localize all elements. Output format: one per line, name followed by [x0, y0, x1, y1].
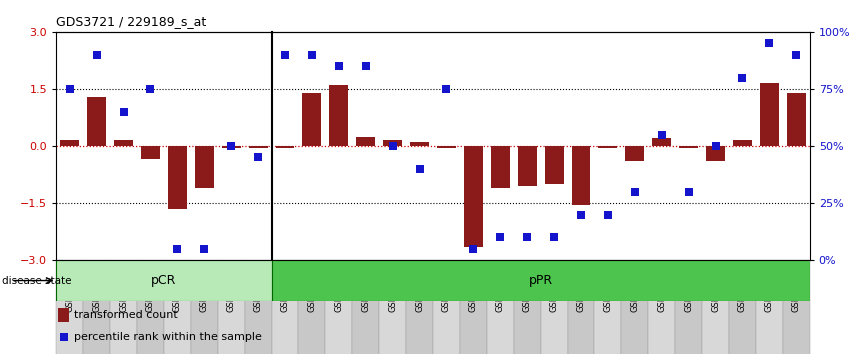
- FancyBboxPatch shape: [540, 260, 567, 354]
- Point: [117, 109, 131, 115]
- Point: [494, 234, 507, 240]
- Point: [224, 143, 238, 149]
- Point: [305, 52, 319, 57]
- FancyBboxPatch shape: [299, 260, 326, 354]
- Bar: [464, 146, 482, 247]
- Bar: [760, 83, 779, 146]
- Bar: [545, 146, 564, 184]
- FancyBboxPatch shape: [594, 260, 622, 354]
- FancyBboxPatch shape: [164, 260, 191, 354]
- Bar: [598, 146, 617, 148]
- FancyBboxPatch shape: [649, 260, 675, 354]
- Bar: [114, 140, 133, 146]
- Point: [440, 86, 454, 92]
- Point: [359, 63, 372, 69]
- Point: [197, 246, 211, 252]
- FancyBboxPatch shape: [756, 260, 783, 354]
- FancyBboxPatch shape: [460, 260, 487, 354]
- Bar: [302, 93, 321, 146]
- Bar: [652, 138, 671, 146]
- FancyBboxPatch shape: [137, 260, 164, 354]
- Bar: [679, 146, 698, 148]
- Bar: [437, 146, 456, 148]
- Text: transformed count: transformed count: [74, 310, 178, 320]
- Point: [520, 234, 534, 240]
- Point: [601, 212, 615, 217]
- Bar: [141, 146, 160, 159]
- Point: [332, 63, 346, 69]
- Bar: [275, 146, 294, 148]
- Text: pPR: pPR: [528, 274, 553, 287]
- FancyBboxPatch shape: [191, 260, 217, 354]
- Text: disease state: disease state: [2, 275, 71, 286]
- Bar: [733, 140, 752, 146]
- Bar: [56, 260, 272, 301]
- Point: [63, 86, 77, 92]
- Bar: [87, 97, 106, 146]
- FancyBboxPatch shape: [83, 260, 110, 354]
- Point: [655, 132, 669, 137]
- Point: [337, 229, 351, 235]
- Point: [708, 143, 722, 149]
- Text: pCR: pCR: [152, 274, 177, 287]
- Point: [385, 143, 399, 149]
- FancyBboxPatch shape: [514, 260, 540, 354]
- Bar: [356, 137, 375, 146]
- Bar: [61, 140, 79, 146]
- FancyBboxPatch shape: [783, 260, 810, 354]
- Point: [171, 246, 184, 252]
- Bar: [222, 146, 241, 148]
- FancyBboxPatch shape: [622, 260, 649, 354]
- FancyBboxPatch shape: [272, 260, 299, 354]
- FancyBboxPatch shape: [352, 260, 379, 354]
- FancyBboxPatch shape: [379, 260, 406, 354]
- Bar: [787, 93, 805, 146]
- Bar: [58, 308, 69, 321]
- Point: [144, 86, 158, 92]
- FancyBboxPatch shape: [433, 260, 460, 354]
- Point: [251, 155, 265, 160]
- Bar: [518, 146, 537, 186]
- FancyBboxPatch shape: [729, 260, 756, 354]
- Bar: [410, 142, 429, 146]
- Bar: [625, 146, 644, 161]
- FancyBboxPatch shape: [406, 260, 433, 354]
- Text: percentile rank within the sample: percentile rank within the sample: [74, 332, 262, 342]
- Point: [628, 189, 642, 195]
- Bar: [384, 140, 402, 146]
- Point: [682, 189, 695, 195]
- FancyBboxPatch shape: [56, 260, 83, 354]
- FancyBboxPatch shape: [326, 260, 352, 354]
- Point: [467, 246, 481, 252]
- Point: [412, 166, 426, 172]
- Point: [90, 52, 104, 57]
- Text: GDS3721 / 229189_s_at: GDS3721 / 229189_s_at: [56, 15, 206, 28]
- Point: [762, 40, 776, 46]
- Point: [574, 212, 588, 217]
- Bar: [272, 260, 810, 301]
- Bar: [249, 146, 268, 148]
- Point: [547, 234, 561, 240]
- Bar: [572, 146, 591, 205]
- FancyBboxPatch shape: [702, 260, 729, 354]
- FancyBboxPatch shape: [487, 260, 514, 354]
- Bar: [329, 85, 348, 146]
- FancyBboxPatch shape: [217, 260, 245, 354]
- Bar: [195, 146, 214, 188]
- Point: [278, 52, 292, 57]
- FancyBboxPatch shape: [675, 260, 702, 354]
- FancyBboxPatch shape: [245, 260, 272, 354]
- Point: [789, 52, 803, 57]
- Bar: [168, 146, 187, 209]
- Point: [735, 75, 749, 80]
- Bar: [706, 146, 725, 161]
- FancyBboxPatch shape: [567, 260, 594, 354]
- Bar: [491, 146, 510, 188]
- FancyBboxPatch shape: [110, 260, 137, 354]
